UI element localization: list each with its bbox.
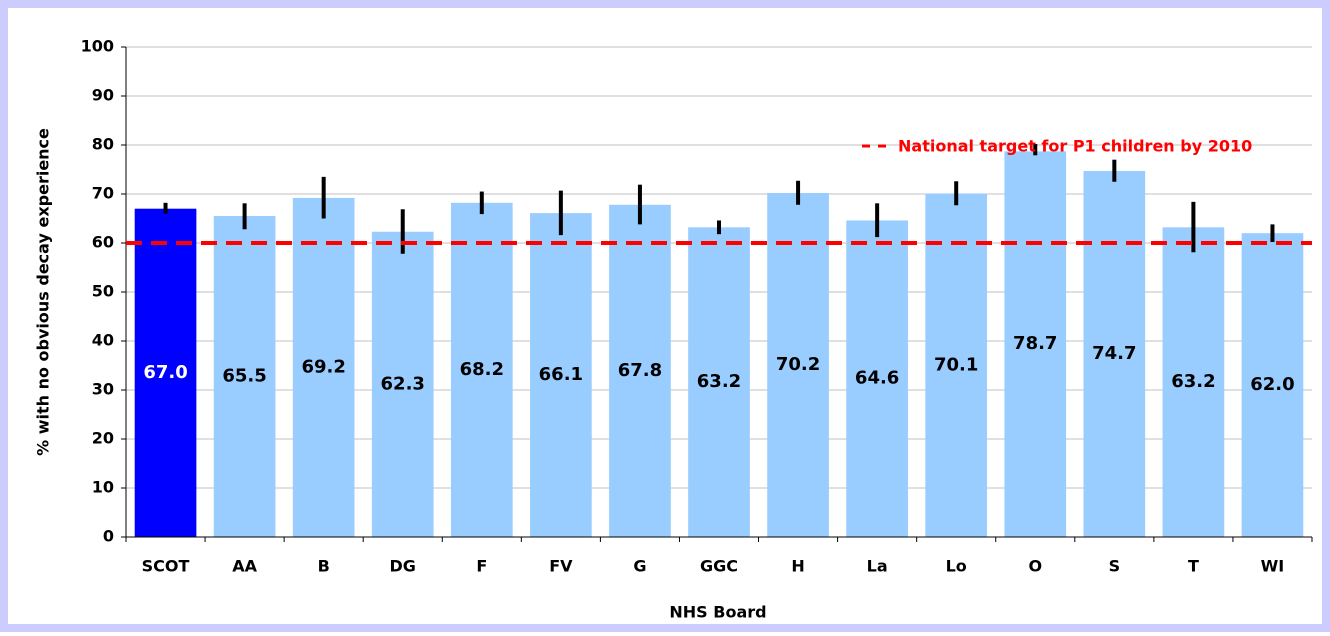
- bar: [1083, 170, 1146, 537]
- value-label: 78.7: [1013, 333, 1057, 354]
- x-tick-label: T: [1188, 557, 1199, 576]
- y-tick-label: 10: [92, 478, 114, 497]
- value-label: 63.2: [1171, 371, 1215, 392]
- x-tick-label: S: [1109, 557, 1121, 576]
- y-tick-label: 70: [92, 184, 114, 203]
- y-tick-label: 20: [92, 429, 114, 448]
- x-tick-label: AA: [232, 557, 257, 576]
- x-tick-label: GGC: [700, 557, 738, 576]
- value-label: 74.7: [1092, 343, 1136, 364]
- x-tick-label: WI: [1261, 557, 1285, 576]
- x-tick-label: G: [633, 557, 646, 576]
- bar: [846, 220, 908, 537]
- y-tick-label: 100: [81, 37, 114, 56]
- x-tick-label: Lo: [946, 557, 967, 576]
- legend-label: National target for P1 children by 2010: [898, 137, 1252, 156]
- value-label: 62.3: [381, 373, 425, 394]
- bar: [371, 231, 434, 538]
- x-tick-label: DG: [390, 557, 416, 576]
- value-label: 69.2: [301, 356, 345, 377]
- value-label: 64.6: [855, 368, 899, 389]
- x-axis-label: NHS Board: [669, 603, 766, 622]
- y-axis-label: % with no obvious decay experience: [34, 128, 53, 456]
- bar: [609, 204, 671, 537]
- bar: [767, 193, 829, 537]
- value-label: 62.0: [1250, 374, 1294, 395]
- y-tick-label: 50: [92, 282, 114, 301]
- y-tick-label: 0: [103, 527, 114, 546]
- y-tick-label: 90: [92, 86, 114, 105]
- bar: [1004, 151, 1067, 537]
- x-tick-label: FV: [549, 557, 573, 576]
- value-label: 67.8: [618, 360, 662, 381]
- value-label: 70.1: [934, 354, 978, 375]
- x-tick-label: SCOT: [142, 557, 190, 576]
- y-tick-label: 80: [92, 135, 114, 154]
- y-tick-label: 40: [92, 331, 114, 350]
- value-label: 65.5: [222, 366, 266, 387]
- value-label: 63.2: [697, 371, 741, 392]
- bar: [213, 216, 276, 538]
- y-tick-label: 60: [92, 233, 114, 252]
- x-tick-label: La: [867, 557, 888, 576]
- bar: [1162, 227, 1225, 537]
- bar: [450, 202, 513, 537]
- x-tick-label: H: [791, 557, 804, 576]
- x-tick-label: F: [476, 557, 487, 576]
- y-tick-label: 30: [92, 380, 114, 399]
- bar: [292, 197, 355, 538]
- bar: [688, 227, 750, 537]
- bar: [925, 193, 988, 537]
- x-tick-label: B: [318, 557, 330, 576]
- value-label: 67.0: [143, 362, 187, 383]
- bar: [134, 208, 197, 537]
- bar: [1241, 233, 1304, 537]
- value-label: 66.1: [539, 364, 583, 385]
- x-tick-label: O: [1028, 557, 1042, 576]
- value-label: 68.2: [460, 359, 504, 380]
- bar: [530, 213, 592, 538]
- value-label: 70.2: [776, 354, 820, 375]
